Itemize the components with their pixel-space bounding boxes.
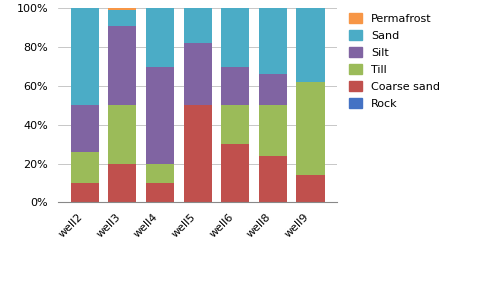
Bar bbox=[296, 82, 325, 175]
Bar bbox=[184, 105, 212, 202]
Bar bbox=[108, 8, 136, 10]
Bar bbox=[70, 183, 99, 202]
Bar bbox=[108, 26, 136, 105]
Bar bbox=[221, 144, 249, 202]
Bar bbox=[221, 67, 249, 105]
Bar bbox=[184, 8, 212, 43]
Bar bbox=[108, 105, 136, 164]
Bar bbox=[70, 105, 99, 152]
Bar bbox=[146, 183, 174, 202]
Bar bbox=[70, 8, 99, 105]
Bar bbox=[108, 10, 136, 26]
Legend: Permafrost, Sand, Silt, Till, Coarse sand, Rock: Permafrost, Sand, Silt, Till, Coarse san… bbox=[346, 10, 443, 112]
Bar bbox=[108, 164, 136, 202]
Bar bbox=[259, 8, 287, 74]
Bar bbox=[259, 105, 287, 156]
Bar bbox=[146, 67, 174, 164]
Bar bbox=[221, 105, 249, 144]
Bar bbox=[184, 43, 212, 105]
Bar bbox=[146, 164, 174, 183]
Bar bbox=[296, 175, 325, 202]
Bar bbox=[296, 8, 325, 82]
Bar bbox=[259, 156, 287, 202]
Bar bbox=[221, 8, 249, 67]
Bar bbox=[259, 74, 287, 105]
Bar bbox=[70, 152, 99, 183]
Bar bbox=[146, 8, 174, 67]
